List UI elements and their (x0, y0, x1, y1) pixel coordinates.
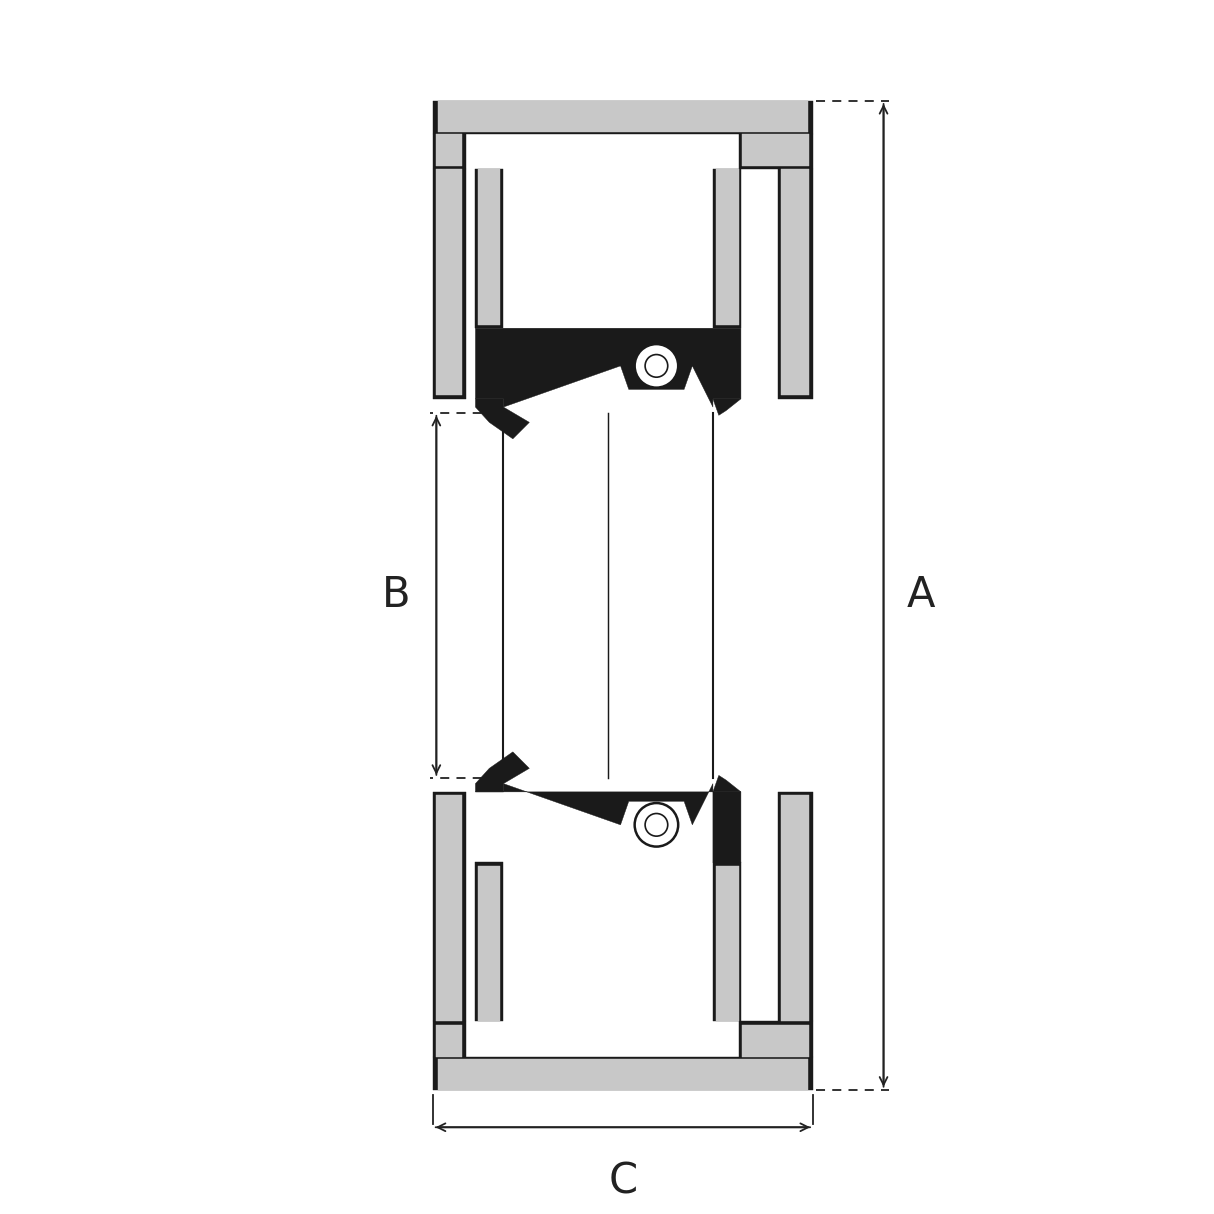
Polygon shape (739, 134, 813, 169)
Polygon shape (713, 862, 741, 1021)
Polygon shape (478, 169, 500, 324)
Circle shape (635, 344, 679, 387)
Polygon shape (778, 169, 813, 399)
Text: A: A (907, 574, 936, 617)
Polygon shape (476, 169, 504, 328)
Polygon shape (436, 795, 463, 1021)
Polygon shape (713, 169, 741, 328)
Polygon shape (433, 169, 466, 399)
Polygon shape (437, 1059, 809, 1090)
Circle shape (645, 813, 668, 836)
Polygon shape (437, 101, 809, 131)
Polygon shape (476, 399, 529, 438)
Polygon shape (716, 866, 738, 1021)
Text: B: B (382, 574, 410, 617)
Polygon shape (433, 101, 813, 134)
Polygon shape (781, 169, 810, 396)
Circle shape (645, 354, 668, 378)
Polygon shape (433, 134, 466, 169)
Polygon shape (742, 134, 810, 166)
Polygon shape (742, 1025, 810, 1056)
Polygon shape (436, 134, 463, 166)
Polygon shape (433, 1021, 466, 1056)
Polygon shape (713, 776, 741, 792)
Polygon shape (778, 792, 813, 1021)
Polygon shape (476, 783, 741, 862)
Polygon shape (713, 399, 741, 415)
Polygon shape (781, 795, 810, 1021)
Polygon shape (739, 1021, 813, 1056)
Polygon shape (436, 169, 463, 396)
Polygon shape (436, 1025, 463, 1056)
Polygon shape (476, 862, 504, 1021)
Circle shape (635, 802, 679, 846)
Polygon shape (433, 792, 466, 1021)
Polygon shape (478, 866, 500, 1021)
Polygon shape (476, 328, 741, 407)
Polygon shape (716, 169, 738, 324)
Polygon shape (433, 1056, 813, 1090)
Polygon shape (476, 751, 529, 792)
Text: C: C (608, 1161, 637, 1202)
